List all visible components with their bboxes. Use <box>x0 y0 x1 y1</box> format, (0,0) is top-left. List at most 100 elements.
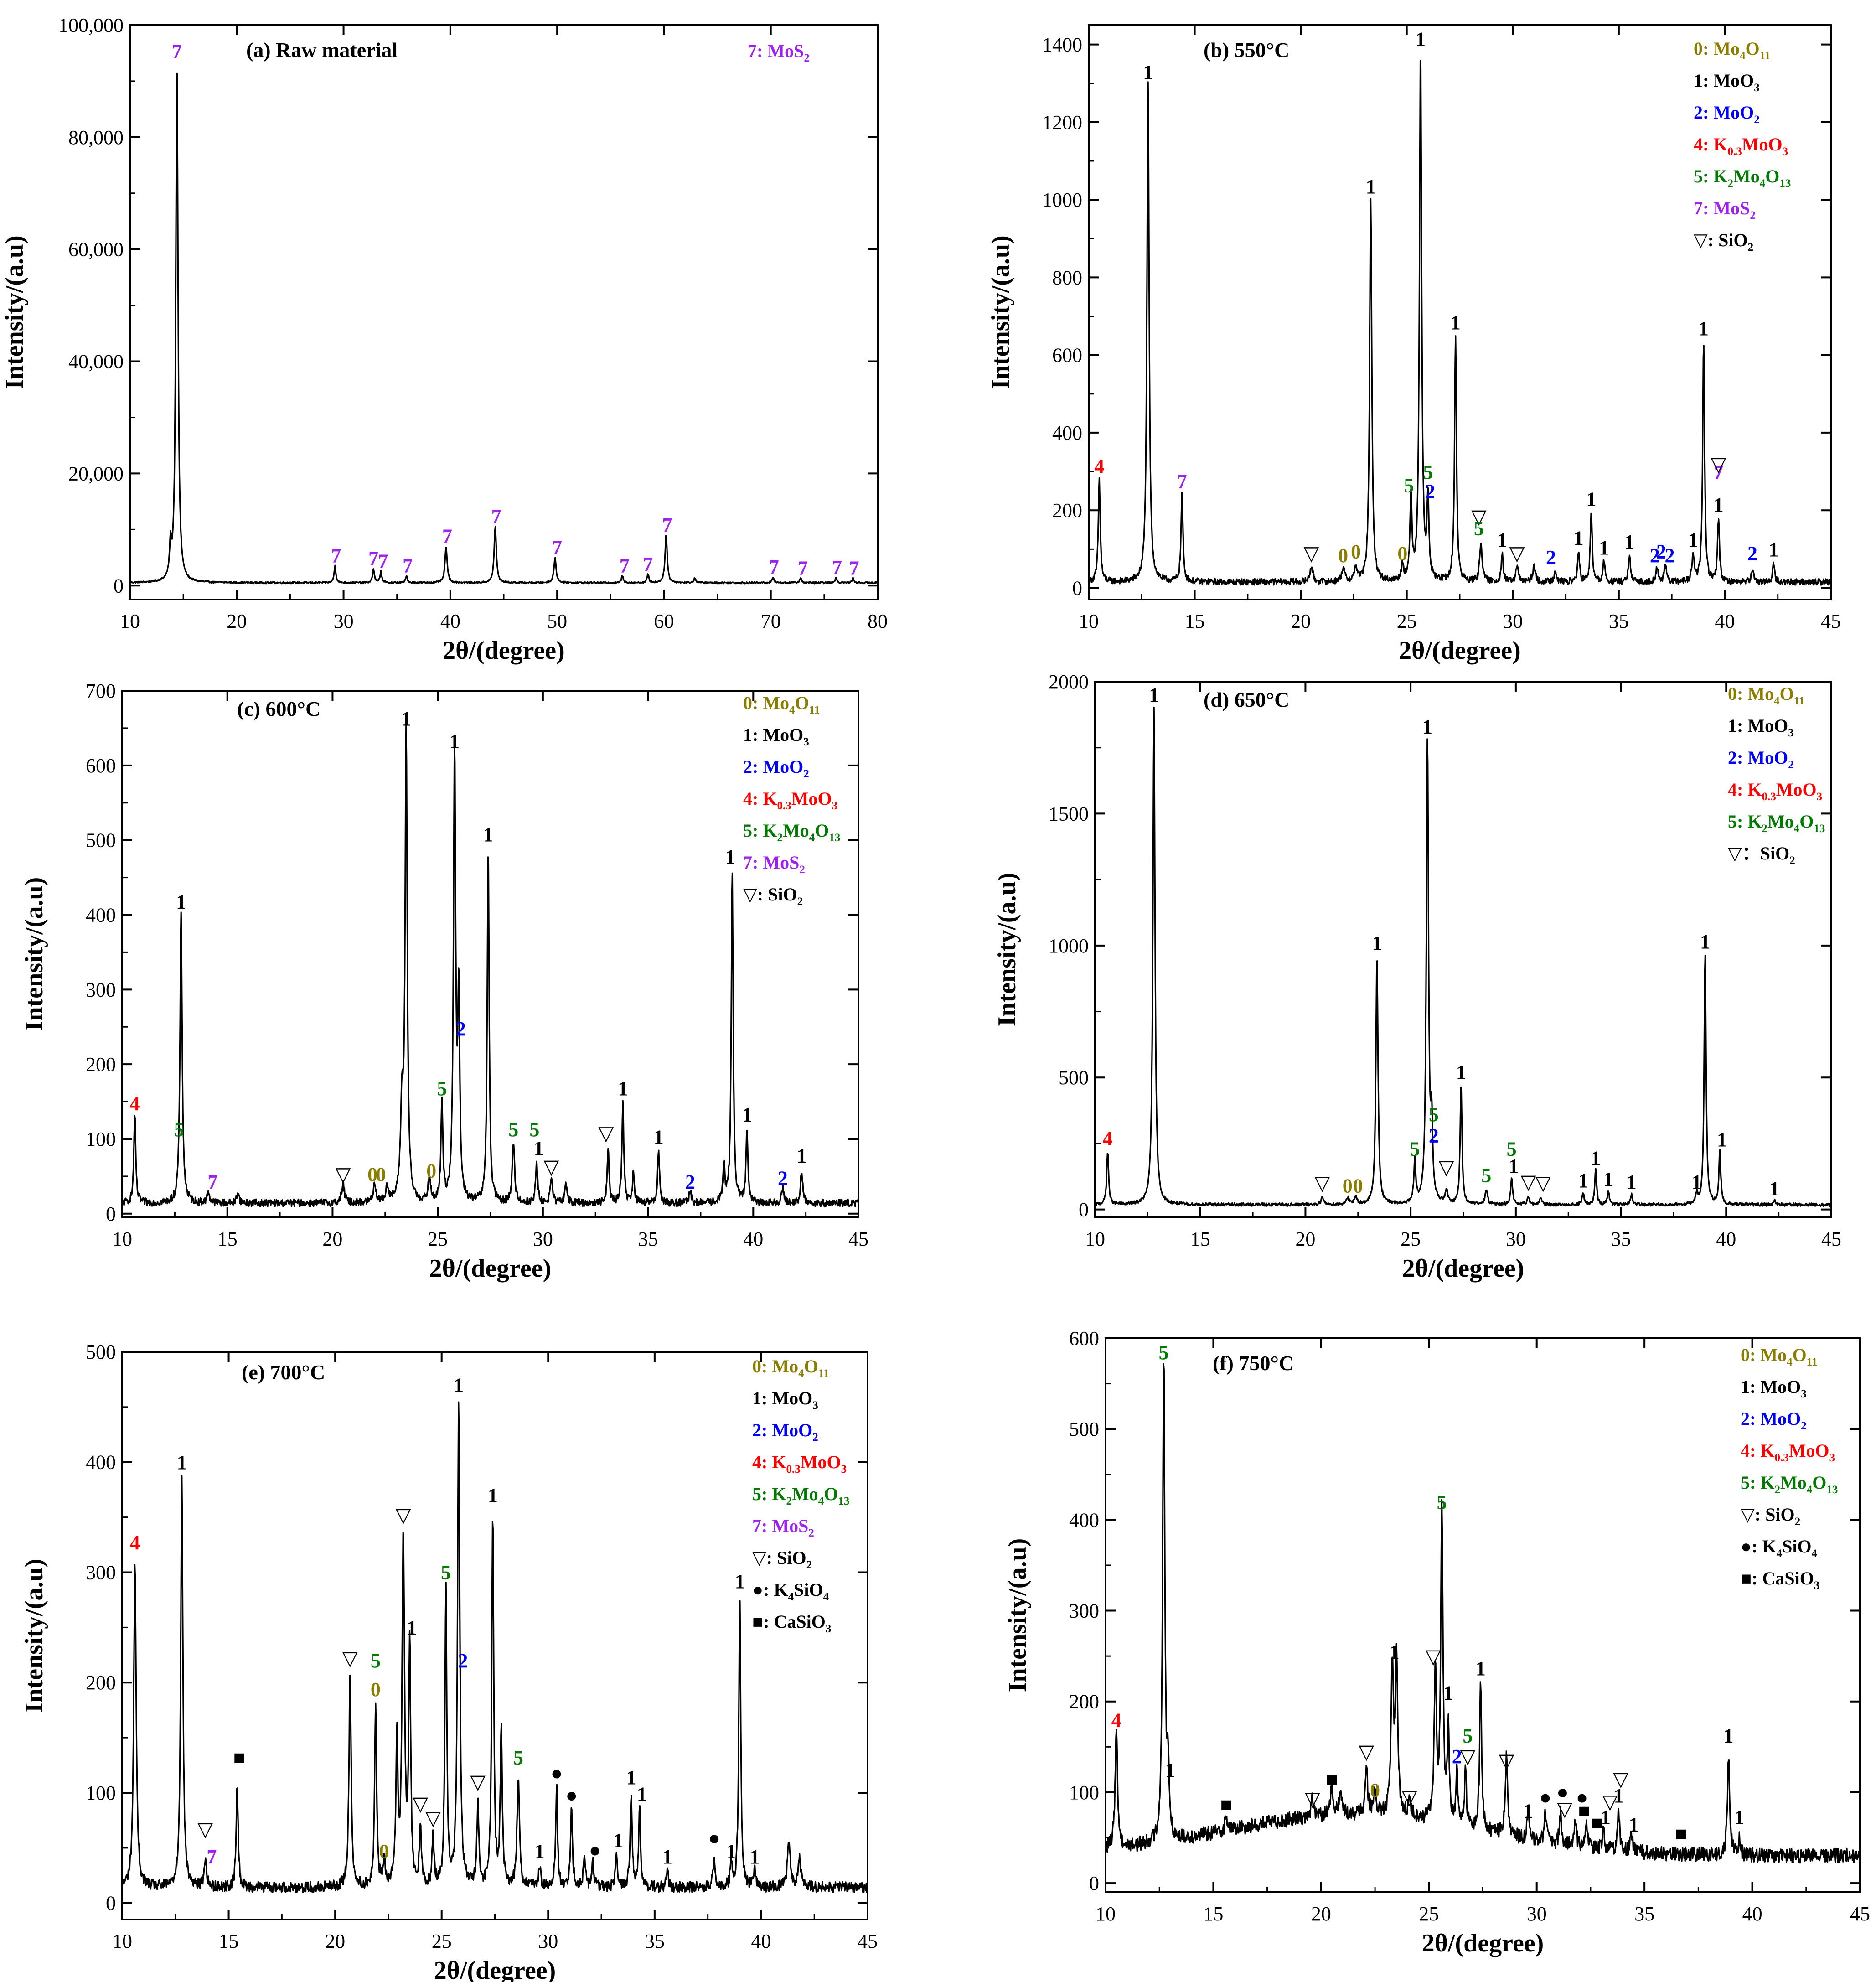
y-tick-label: 1200 <box>1042 111 1082 134</box>
peak-label: 2 <box>1546 546 1556 569</box>
peak-label: 1 <box>1768 538 1778 561</box>
panel-title: (a) Raw material <box>246 38 398 62</box>
legend-entry: 5: K2Mo4O13 <box>1694 166 1791 190</box>
peak-label: 1 <box>1372 932 1382 954</box>
legend-entry: 5: K2Mo4O13 <box>1741 1472 1838 1496</box>
peak-label: ▽ <box>1460 1745 1475 1768</box>
y-tick-label: 500 <box>86 829 116 852</box>
peak-label: 1 <box>1476 1657 1486 1680</box>
x-axis-label: 2θ/(degree) <box>1399 637 1521 665</box>
y-tick-label: 100 <box>86 1782 116 1804</box>
peak-label: 1 <box>1390 1641 1400 1663</box>
y-tick-label: 600 <box>1069 1327 1099 1350</box>
panel-title: (d) 650°C <box>1204 688 1289 711</box>
legend-entry: ●: K4SiO4 <box>752 1579 829 1603</box>
panel-f-750c: 10 15 20 25 30 35 40 4501002003004005006002θ/(d… <box>1003 1327 1870 1957</box>
peak-label: 1 <box>1165 1759 1175 1781</box>
peak-label: 5 <box>513 1747 523 1769</box>
peak-label: 0 <box>371 1678 381 1701</box>
peak-label: 1 <box>1627 1171 1637 1193</box>
legend-entry: 1: MoO3 <box>1741 1377 1807 1400</box>
x-tick-label: 35 <box>1634 1903 1654 1925</box>
peak-label: 0 <box>1343 1175 1353 1197</box>
peak-label: 1 <box>1422 715 1432 738</box>
peak-label: 0 <box>379 1840 389 1863</box>
peak-label: 0 <box>426 1159 436 1182</box>
peak-label: 1 <box>1688 529 1698 551</box>
peak-label: 1 <box>1717 1128 1727 1151</box>
peak-label: 0 <box>1351 540 1361 563</box>
peak-label: 5 <box>437 1077 447 1100</box>
y-tick-label: 100,000 <box>58 14 124 36</box>
peak-label: 4 <box>1103 1127 1113 1149</box>
peak-label: 1 <box>535 1840 545 1863</box>
y-tick-label: 200 <box>1069 1691 1099 1713</box>
x-tick-label: 35 <box>645 1930 665 1952</box>
peak-label: 1 <box>613 1829 623 1852</box>
peak-label: ● <box>1576 1786 1588 1809</box>
y-tick-label: 1400 <box>1042 34 1082 56</box>
peak-label: 7 <box>1713 461 1723 483</box>
peak-label: 7 <box>1177 471 1187 493</box>
x-tick-label: 50 <box>547 610 567 632</box>
x-axis-label: 2θ/(degree) <box>1402 1254 1525 1283</box>
peak-label: 2 <box>1664 544 1674 567</box>
peak-label: 7 <box>442 525 452 547</box>
x-tick-label: 40 <box>743 1228 763 1250</box>
peak-label: ■ <box>1578 1800 1590 1822</box>
x-tick-label: 25 <box>432 1930 452 1952</box>
panel-a-raw-material: 10 20 30 40 50 60 70 80 0 20,000 40,000 60,000 80,00… <box>0 14 888 665</box>
y-tick-label: 20,000 <box>68 462 124 485</box>
peak-label: 0 <box>1353 1175 1363 1197</box>
y-tick-label: 60,000 <box>68 238 124 261</box>
y-tick-label: 0 <box>114 574 124 597</box>
x-tick-label: 30 <box>538 1930 558 1952</box>
peak-label: 0 <box>367 1163 377 1185</box>
x-tick-label: 15 <box>1203 1903 1223 1925</box>
peak-label: 1 <box>1451 311 1461 334</box>
peak-label: 7 <box>403 555 413 577</box>
peak-label: 1 <box>742 1103 752 1126</box>
panel-title: (b) 550°C <box>1204 38 1289 62</box>
peak-label: 7 <box>331 544 341 567</box>
peak-label: 1 <box>796 1145 806 1167</box>
peak-label: ▽ <box>197 1818 213 1841</box>
peak-label: 1 <box>1143 61 1153 83</box>
peak-label: 5 <box>1159 1341 1169 1364</box>
peak-label: 7 <box>769 556 779 578</box>
peak-label: 1 <box>725 846 735 868</box>
peak-label: ▽ <box>342 1647 358 1670</box>
legend-entry: 5: K2Mo4O13 <box>1728 811 1825 835</box>
legend-entry: 4: K0.3MoO3 <box>1694 134 1788 158</box>
peak-label: 5 <box>1423 461 1433 483</box>
peak-label: 7 <box>552 536 562 559</box>
x-tick-label: 45 <box>1850 1903 1870 1925</box>
y-axis-label: Intensity/(a.u) <box>20 877 48 1031</box>
peak-label: 1 <box>735 1570 745 1593</box>
y-tick-label: 300 <box>86 978 116 1001</box>
x-tick-label: 45 <box>848 1228 868 1250</box>
peak-label: 2 <box>456 1018 466 1040</box>
y-axis-label: Intensity/(a.u) <box>987 235 1015 389</box>
peak-label: ▽ <box>470 1771 486 1793</box>
peak-label: 5 <box>1404 475 1414 497</box>
legend-entry: 0: Mo4O11 <box>1728 683 1804 707</box>
x-tick-label: 20 <box>1311 1903 1331 1925</box>
x-tick-label: 30 <box>1503 610 1523 632</box>
peak-label: 1 <box>1601 1806 1611 1829</box>
peak-label: ▽ <box>1557 1798 1572 1821</box>
peak-label: ▽ <box>1602 1791 1618 1813</box>
peak-label: 1 <box>1692 1171 1702 1193</box>
peak-label: 1 <box>1366 176 1376 198</box>
peak-label: 2 <box>458 1650 468 1672</box>
legend-entry: 4: K0.3MoO3 <box>1728 779 1822 803</box>
peak-label: ● <box>589 1839 601 1862</box>
panel-e-700c: 10 15 20 25 30 35 40 4501002003004005002θ/(degr… <box>20 1341 878 1982</box>
x-tick-label: 40 <box>440 610 460 632</box>
peak-label: 1 <box>1443 1682 1453 1704</box>
peak-label: ▽ <box>1535 1172 1551 1195</box>
legend-entry: ▽: SiO2 <box>1694 230 1753 254</box>
x-tick-label: 30 <box>1527 1903 1547 1925</box>
legend-entry: 0: Mo4O11 <box>1741 1345 1817 1368</box>
